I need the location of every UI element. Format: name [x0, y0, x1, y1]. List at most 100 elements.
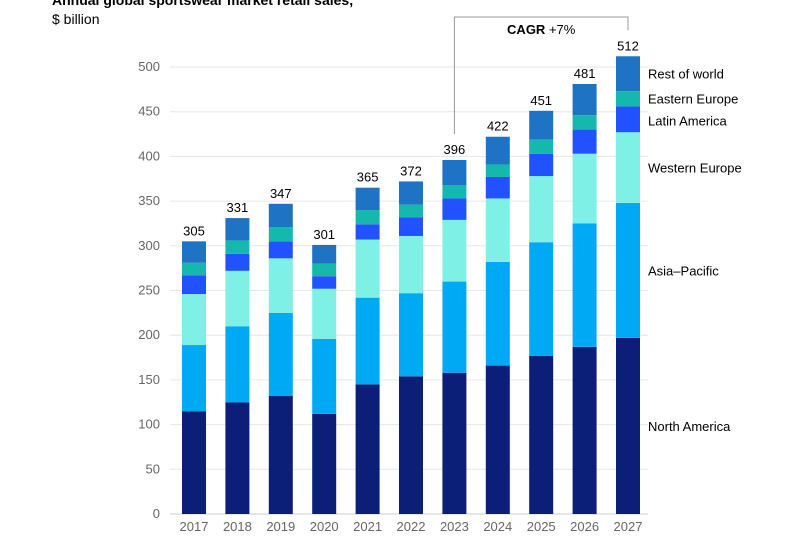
x-tick-label-2020: 2020 [310, 519, 339, 534]
bar-segment-2023-north-america [442, 372, 467, 514]
bar-segment-2027-north-america [616, 337, 640, 514]
total-label-2026: 481 [574, 66, 596, 81]
cagr-bracket [453, 16, 629, 134]
bar-segment-2017-western-europe [182, 294, 206, 346]
bar-segment-2022-western-europe [399, 235, 423, 294]
bar-segment-2018-western-europe [225, 270, 250, 327]
x-tick-label-2024: 2024 [483, 519, 512, 534]
cagr-value: +7% [545, 22, 575, 37]
bar-segment-2025-eastern-europe [529, 139, 554, 154]
bar-segment-2020-latin-america [312, 276, 337, 289]
bar-segment-2018-rest-of-world [225, 218, 250, 241]
total-label-2019: 347 [270, 186, 292, 201]
bar-segment-2019-latin-america [268, 241, 293, 259]
bar-segment-2027-rest-of-world [616, 56, 640, 92]
bar-segment-2021-eastern-europe [355, 210, 380, 225]
bar-segment-2024-latin-america [485, 176, 510, 199]
y-tick-label: 450 [138, 104, 160, 119]
x-tick-label-2021: 2021 [353, 519, 382, 534]
bar-segment-2018-eastern-europe [225, 240, 250, 254]
bar-segment-2020-eastern-europe [312, 263, 337, 277]
bar-segment-2026-eastern-europe [572, 115, 597, 130]
bar-segment-2022-latin-america [399, 217, 423, 236]
x-tick-label-2026: 2026 [570, 519, 599, 534]
bar-segment-2024-north-america [485, 365, 510, 514]
bar-segment-2021-latin-america [355, 224, 380, 240]
x-tick-label-2027: 2027 [614, 519, 643, 534]
bar-segment-2017-rest-of-world [182, 241, 206, 263]
total-label-2024: 422 [487, 119, 509, 134]
bar-segment-2018-north-america [225, 402, 250, 514]
bar-segment-2017-asia-pacific [182, 345, 206, 412]
bar-segment-2023-rest-of-world [442, 159, 467, 186]
bar-segment-2023-western-europe [442, 219, 467, 282]
legend-label-north-america: North America [648, 419, 731, 434]
y-tick-label: 200 [138, 327, 160, 342]
total-label-2027: 512 [617, 38, 639, 53]
total-label-2018: 331 [227, 200, 249, 215]
bar-segment-2024-asia-pacific [485, 261, 510, 366]
x-tick-label-2023: 2023 [440, 519, 469, 534]
bar-segment-2022-rest-of-world [399, 181, 423, 205]
bar-segment-2027-eastern-europe [616, 91, 640, 107]
cagr-label: CAGR [507, 22, 546, 37]
bar-segment-2026-latin-america [572, 129, 597, 154]
total-label-2017: 305 [183, 223, 205, 238]
bar-segment-2023-asia-pacific [442, 281, 467, 373]
bar-segment-2022-asia-pacific [399, 293, 423, 377]
bar-segment-2020-north-america [312, 413, 337, 514]
bar-segment-2018-asia-pacific [225, 326, 250, 403]
x-tick-label-2017: 2017 [180, 519, 209, 534]
bar-segment-2019-eastern-europe [268, 227, 293, 242]
bar-segment-2021-rest-of-world [355, 187, 380, 211]
bar-segment-2027-asia-pacific [616, 202, 640, 338]
bar-segment-2021-western-europe [355, 239, 380, 298]
bar-segment-2019-north-america [268, 395, 293, 514]
bar-segment-2025-latin-america [529, 153, 554, 177]
bar-segment-2020-rest-of-world [312, 244, 337, 264]
bar-segment-2017-north-america [182, 411, 206, 514]
total-label-2020: 301 [313, 227, 335, 242]
bar-segment-2026-asia-pacific [572, 223, 597, 347]
bar-segment-2020-western-europe [312, 288, 337, 339]
y-tick-label: 300 [138, 238, 160, 253]
legend-label-eastern-europe: Eastern Europe [648, 92, 738, 107]
bar-segment-2022-eastern-europe [399, 204, 423, 218]
cagr-annotation: CAGR +7% [507, 22, 576, 37]
x-tick-label-2022: 2022 [397, 519, 426, 534]
legend-label-latin-america: Latin America [648, 114, 728, 129]
y-tick-label: 250 [138, 283, 160, 298]
total-label-2025: 451 [530, 93, 552, 108]
bar-segment-2019-rest-of-world [268, 203, 293, 228]
bar-segment-2017-latin-america [182, 275, 206, 295]
x-tick-label-2025: 2025 [527, 519, 556, 534]
bar-segment-2024-eastern-europe [485, 164, 510, 177]
legend-label-rest-of-world: Rest of world [648, 67, 724, 82]
bar-segment-2017-eastern-europe [182, 262, 206, 276]
legend-label-western-europe: Western Europe [648, 161, 742, 176]
bar-segment-2021-north-america [355, 384, 380, 514]
bar-segment-2026-western-europe [572, 153, 597, 224]
bar-segment-2024-western-europe [485, 198, 510, 262]
bar-segment-2024-rest-of-world [485, 136, 510, 165]
y-tick-label: 0 [153, 506, 160, 521]
bar-segment-2022-north-america [399, 376, 423, 514]
total-label-2021: 365 [357, 170, 379, 185]
bar-segment-2020-asia-pacific [312, 338, 337, 414]
y-tick-label: 500 [138, 59, 160, 74]
bar-segment-2019-asia-pacific [268, 312, 293, 396]
bar-segment-2027-western-europe [616, 132, 640, 203]
bar-segment-2023-eastern-europe [442, 185, 467, 199]
bar-segment-2025-western-europe [529, 176, 554, 243]
y-tick-label: 350 [138, 193, 160, 208]
bar-segment-2027-latin-america [616, 106, 640, 133]
total-label-2022: 372 [400, 163, 422, 178]
bar-segment-2025-rest-of-world [529, 110, 554, 140]
bar-segment-2025-north-america [529, 355, 554, 514]
bar-segment-2021-asia-pacific [355, 297, 380, 385]
y-tick-label: 150 [138, 372, 160, 387]
bar-segment-2025-asia-pacific [529, 242, 554, 356]
bar-segment-2026-rest-of-world [572, 83, 597, 116]
x-tick-label-2018: 2018 [223, 519, 252, 534]
